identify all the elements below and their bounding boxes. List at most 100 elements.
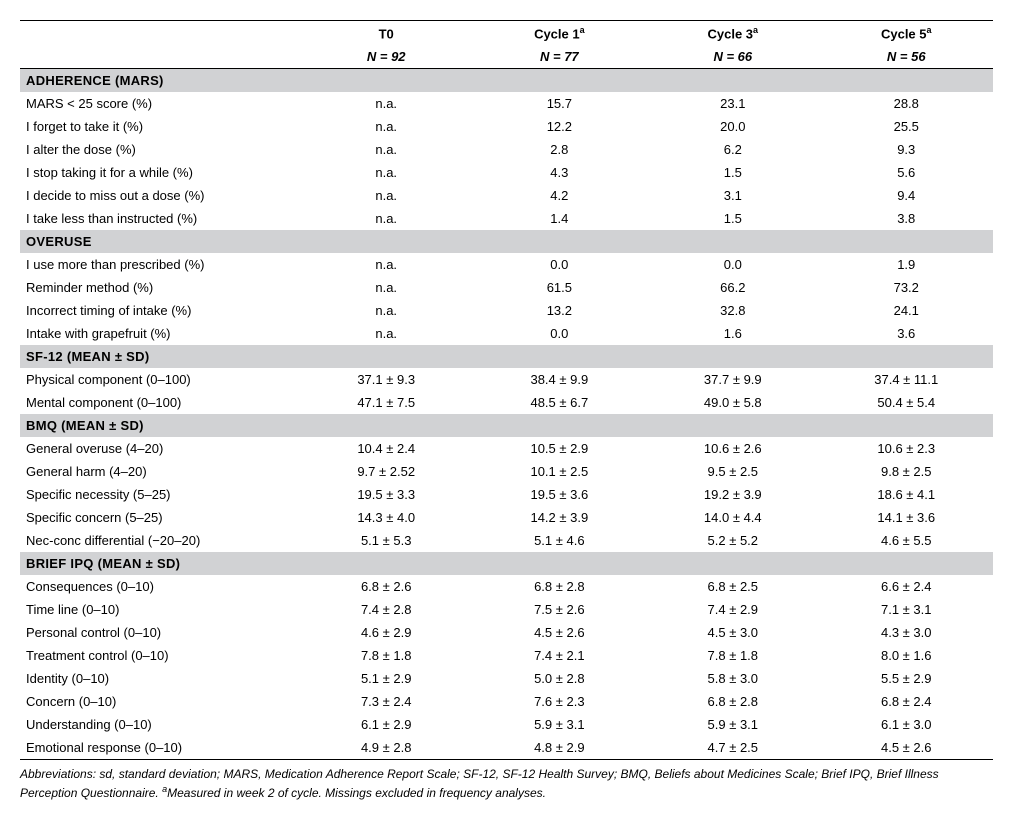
- cell-value: 10.4 ± 2.4: [300, 437, 473, 460]
- cell-value: 5.0 ± 2.8: [473, 667, 646, 690]
- cell-value: 4.2: [473, 184, 646, 207]
- cell-value: 6.8 ± 2.5: [646, 575, 819, 598]
- cell-value: 0.0: [473, 253, 646, 276]
- table-row: Specific necessity (5–25)19.5 ± 3.319.5 …: [20, 483, 993, 506]
- cell-value: 7.8 ± 1.8: [300, 644, 473, 667]
- cell-value: 5.6: [820, 161, 994, 184]
- cell-value: 9.8 ± 2.5: [820, 460, 994, 483]
- table-row: Consequences (0–10)6.8 ± 2.66.8 ± 2.86.8…: [20, 575, 993, 598]
- cell-value: 7.5 ± 2.6: [473, 598, 646, 621]
- row-label: I alter the dose (%): [20, 138, 300, 161]
- table-row: Understanding (0–10)6.1 ± 2.95.9 ± 3.15.…: [20, 713, 993, 736]
- cell-value: 9.3: [820, 138, 994, 161]
- section-title: ADHERENCE (MARS): [20, 69, 993, 93]
- cell-value: 32.8: [646, 299, 819, 322]
- cell-value: 23.1: [646, 92, 819, 115]
- cell-value: 7.4 ± 2.9: [646, 598, 819, 621]
- row-label: Time line (0–10): [20, 598, 300, 621]
- table-row: Nec-conc differential (−20–20)5.1 ± 5.35…: [20, 529, 993, 552]
- cell-value: 28.8: [820, 92, 994, 115]
- table-row: I forget to take it (%)n.a.12.220.025.5: [20, 115, 993, 138]
- cell-value: 14.1 ± 3.6: [820, 506, 994, 529]
- table-row: Intake with grapefruit (%)n.a.0.01.63.6: [20, 322, 993, 345]
- cell-value: 4.3 ± 3.0: [820, 621, 994, 644]
- table-body: ADHERENCE (MARS)MARS < 25 score (%)n.a.1…: [20, 69, 993, 760]
- table-row: Incorrect timing of intake (%)n.a.13.232…: [20, 299, 993, 322]
- cell-value: 9.5 ± 2.5: [646, 460, 819, 483]
- cell-value: 1.5: [646, 161, 819, 184]
- section-title: OVERUSE: [20, 230, 993, 253]
- row-label: Understanding (0–10): [20, 713, 300, 736]
- row-label: MARS < 25 score (%): [20, 92, 300, 115]
- cell-value: 1.6: [646, 322, 819, 345]
- row-label: I use more than prescribed (%): [20, 253, 300, 276]
- cell-value: 1.9: [820, 253, 994, 276]
- cell-value: 19.5 ± 3.6: [473, 483, 646, 506]
- cell-value: 4.8 ± 2.9: [473, 736, 646, 760]
- cell-value: 5.8 ± 3.0: [646, 667, 819, 690]
- cell-value: 20.0: [646, 115, 819, 138]
- cell-value: n.a.: [300, 207, 473, 230]
- cell-value: n.a.: [300, 276, 473, 299]
- table-row: Concern (0–10)7.3 ± 2.47.6 ± 2.36.8 ± 2.…: [20, 690, 993, 713]
- row-label: General harm (4–20): [20, 460, 300, 483]
- cell-value: 38.4 ± 9.9: [473, 368, 646, 391]
- cell-value: 7.4 ± 2.8: [300, 598, 473, 621]
- table-row: I decide to miss out a dose (%)n.a.4.23.…: [20, 184, 993, 207]
- col-n-1: N = 77: [473, 45, 646, 69]
- cell-value: 0.0: [473, 322, 646, 345]
- section-title: BRIEF IPQ (MEAN ± SD): [20, 552, 993, 575]
- cell-value: 48.5 ± 6.7: [473, 391, 646, 414]
- cell-value: 6.2: [646, 138, 819, 161]
- col-n-3: N = 56: [820, 45, 994, 69]
- cell-value: 1.5: [646, 207, 819, 230]
- cell-value: 4.9 ± 2.8: [300, 736, 473, 760]
- row-label: I take less than instructed (%): [20, 207, 300, 230]
- col-header-1: Cycle 1a: [473, 21, 646, 46]
- section-header: BMQ (MEAN ± SD): [20, 414, 993, 437]
- cell-value: 3.1: [646, 184, 819, 207]
- cell-value: 18.6 ± 4.1: [820, 483, 994, 506]
- cell-value: 8.0 ± 1.6: [820, 644, 994, 667]
- table-row: Specific concern (5–25)14.3 ± 4.014.2 ± …: [20, 506, 993, 529]
- row-label: Physical component (0–100): [20, 368, 300, 391]
- row-label: Intake with grapefruit (%): [20, 322, 300, 345]
- cell-value: 37.7 ± 9.9: [646, 368, 819, 391]
- cell-value: 5.5 ± 2.9: [820, 667, 994, 690]
- row-label: I forget to take it (%): [20, 115, 300, 138]
- cell-value: 19.2 ± 3.9: [646, 483, 819, 506]
- cell-value: 10.5 ± 2.9: [473, 437, 646, 460]
- table-footnote: Abbreviations: sd, standard deviation; M…: [20, 760, 993, 800]
- cell-value: 4.5 ± 2.6: [473, 621, 646, 644]
- cell-value: 14.3 ± 4.0: [300, 506, 473, 529]
- cell-value: 37.4 ± 11.1: [820, 368, 994, 391]
- row-label: Specific necessity (5–25): [20, 483, 300, 506]
- cell-value: 4.5 ± 2.6: [820, 736, 994, 760]
- cell-value: 2.8: [473, 138, 646, 161]
- col-header-3: Cycle 5a: [820, 21, 994, 46]
- row-label: Consequences (0–10): [20, 575, 300, 598]
- table-header: T0 Cycle 1a Cycle 3a Cycle 5a N = 92 N =…: [20, 21, 993, 69]
- table-row: I stop taking it for a while (%)n.a.4.31…: [20, 161, 993, 184]
- cell-value: 12.2: [473, 115, 646, 138]
- cell-value: 5.1 ± 2.9: [300, 667, 473, 690]
- cell-value: 4.7 ± 2.5: [646, 736, 819, 760]
- cell-value: 37.1 ± 9.3: [300, 368, 473, 391]
- cell-value: 6.1 ± 3.0: [820, 713, 994, 736]
- cell-value: 50.4 ± 5.4: [820, 391, 994, 414]
- cell-value: 66.2: [646, 276, 819, 299]
- cell-value: 4.5 ± 3.0: [646, 621, 819, 644]
- table-row: General harm (4–20)9.7 ± 2.5210.1 ± 2.59…: [20, 460, 993, 483]
- cell-value: 14.0 ± 4.4: [646, 506, 819, 529]
- section-title: BMQ (MEAN ± SD): [20, 414, 993, 437]
- row-label: Reminder method (%): [20, 276, 300, 299]
- cell-value: 5.2 ± 5.2: [646, 529, 819, 552]
- row-label: Specific concern (5–25): [20, 506, 300, 529]
- data-table: T0 Cycle 1a Cycle 3a Cycle 5a N = 92 N =…: [20, 20, 993, 760]
- cell-value: 7.8 ± 1.8: [646, 644, 819, 667]
- cell-value: n.a.: [300, 115, 473, 138]
- cell-value: n.a.: [300, 299, 473, 322]
- cell-value: 4.6 ± 5.5: [820, 529, 994, 552]
- row-label: Emotional response (0–10): [20, 736, 300, 760]
- cell-value: 5.1 ± 5.3: [300, 529, 473, 552]
